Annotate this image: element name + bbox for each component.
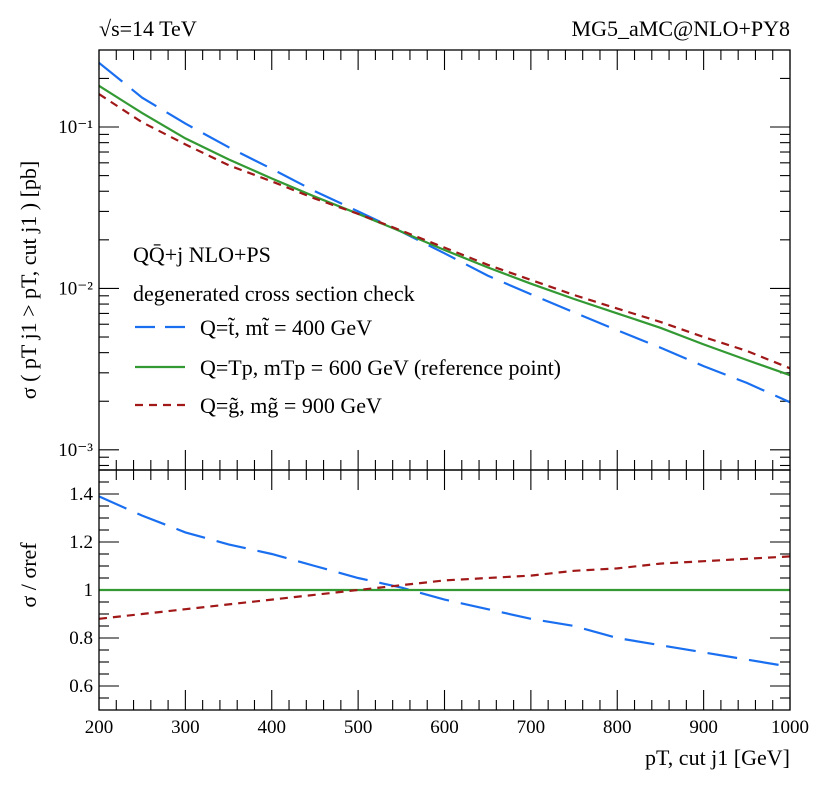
ratio-ylabel: σ / σref [16,542,41,608]
ratio-series-line-1 [98,495,791,668]
main-curves [98,61,791,404]
ratio-xtick-label: 300 [171,717,200,738]
main-ytick-label: 10⁻² [58,278,93,299]
main-ticks: 10⁻³ 10⁻² 10⁻¹ [58,50,791,470]
main-series-line-3 [98,93,791,370]
ratio-ytick-label: 0.8 [69,628,93,649]
generator-label: MG5_aMC@NLO+PY8 [572,16,790,41]
main-ytick-label: 10⁻³ [58,440,93,461]
ratio-xtick-label: 500 [344,717,373,738]
main-series-line-1 [98,61,791,404]
ratio-ytick-label: 1.2 [69,532,93,553]
ratio-xtick-label: 800 [603,717,632,738]
ratio-curves [98,495,791,668]
ratio-xtick-label: 400 [258,717,287,738]
ratio-ytick-label: 1.4 [69,484,93,505]
ratio-frame [98,469,791,711]
x-axis-title: pT, cut j1 [GeV] [645,745,790,770]
main-ylabel: σ ( pT j1 > pT, cut j1 ) [pb] [16,161,41,400]
ratio-panel: 0.6 0.8 1 1.2 1.4 200 300 400 500 600 700 800 900 100… [69,469,809,738]
legend-label-2: Q=Tp, mTp = 600 GeV (reference point) [200,355,561,380]
legend-label-1: Q=t̃, mt̃ = 400 GeV [200,315,372,340]
ratio-xtick-label: 900 [689,717,718,738]
main-panel: 10⁻³ 10⁻² 10⁻¹ [58,49,791,471]
legend-title: QQ̄+j NLO+PS [133,242,271,267]
ratio-xtick-label: 1000 [771,717,809,738]
ratio-ticks: 0.6 0.8 1 1.2 1.4 200 300 400 500 600 700 800 900 100… [69,469,809,738]
main-ytick-label: 10⁻¹ [58,117,93,138]
ratio-ytick-label: 0.6 [69,676,93,697]
ratio-xtick-label: 700 [517,717,546,738]
ratio-ytick-label: 1 [84,580,94,601]
ratio-series-line-3 [98,555,791,620]
legend-subtitle: degenerated cross section check [133,281,415,306]
ratio-xtick-label: 200 [85,717,114,738]
main-series-line-2 [98,84,791,377]
legend: QQ̄+j NLO+PS degenerated cross section c… [133,242,561,418]
legend-label-3: Q=g̃, mg̃ = 900 GeV [200,393,382,418]
energy-label: √s=14 TeV [99,16,197,41]
legend-entries: Q=t̃, mt̃ = 400 GeV Q=Tp, mTp = 600 GeV (… [135,315,561,418]
ratio-xtick-label: 600 [430,717,459,738]
